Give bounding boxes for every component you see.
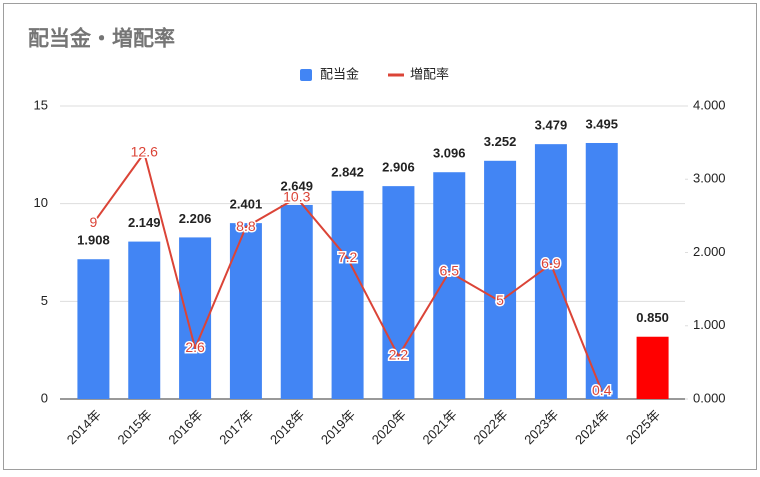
y2-tick-label: 4.000 xyxy=(693,97,726,112)
line-value-label: 2.6 xyxy=(185,339,205,355)
y-tick-label: 15 xyxy=(34,97,48,112)
y2-tick-label: 0.000 xyxy=(693,390,726,405)
bar xyxy=(128,241,161,399)
y-tick-label: 10 xyxy=(34,195,48,210)
line-value-label: 5 xyxy=(496,292,504,308)
y2-tick-label: 3.000 xyxy=(693,171,726,186)
line-value-label: 0.4 xyxy=(592,382,612,398)
bar-value-label: 2.401 xyxy=(230,197,263,212)
line-value-label: 2.2 xyxy=(389,347,409,363)
bar xyxy=(331,190,364,399)
bar xyxy=(179,237,212,399)
y-tick-label: 0 xyxy=(41,390,48,405)
line-value-label: 6.9 xyxy=(541,255,561,271)
y2-tick-label: 1.000 xyxy=(693,317,726,332)
bar-value-label: 2.649 xyxy=(280,178,313,193)
line-value-label: 9 xyxy=(90,214,98,230)
bar xyxy=(382,186,415,399)
bar xyxy=(484,160,517,399)
y2-tick-label: 2.000 xyxy=(693,244,726,259)
y-tick-label: 5 xyxy=(41,293,48,308)
bar-value-label: 2.842 xyxy=(331,164,364,179)
bar-value-label: 2.206 xyxy=(179,211,212,226)
bar-value-label: 3.252 xyxy=(484,134,517,149)
chart-title: 配当金・増配率 xyxy=(28,27,175,51)
line-value-label: 8.8 xyxy=(236,218,256,234)
line-value-label: 6.5 xyxy=(440,263,460,279)
legend-label: 配当金 xyxy=(320,66,359,81)
bar xyxy=(585,142,618,399)
bar xyxy=(280,204,313,399)
line-value-label: 12.6 xyxy=(131,144,158,160)
line-value-label: 7.2 xyxy=(338,249,358,265)
line xyxy=(92,150,603,392)
bar xyxy=(433,172,466,399)
bar xyxy=(229,223,262,399)
bar xyxy=(77,259,110,399)
bar xyxy=(636,336,669,399)
bar-value-label: 2.149 xyxy=(128,215,161,230)
legend-swatch xyxy=(300,69,312,81)
bar-value-label: 3.495 xyxy=(585,116,618,131)
line-value-label: 10.3 xyxy=(283,189,310,205)
chart-frame xyxy=(3,3,757,470)
bar-value-label: 1.908 xyxy=(77,233,110,248)
bar-value-label: 2.906 xyxy=(382,160,415,175)
bar-value-label: 3.479 xyxy=(535,118,568,133)
bar-value-label: 0.850 xyxy=(636,310,669,325)
bar-value-label: 3.096 xyxy=(433,146,466,161)
legend-label: 増配率 xyxy=(410,66,449,81)
